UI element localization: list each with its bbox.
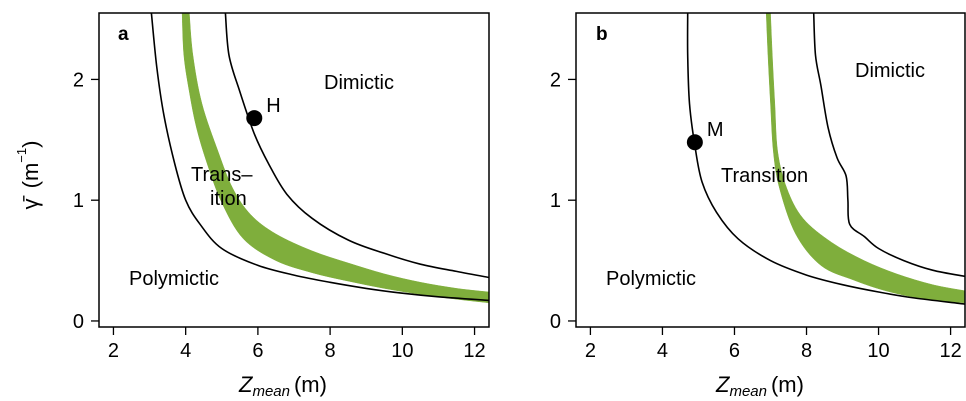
panel-b-x-axis: 2 4 6 8 10 12 bbox=[585, 327, 962, 362]
svg-text:γ̄ (m−1): γ̄ (m−1) bbox=[14, 141, 42, 210]
panel-a-y-tick-label: 0 bbox=[73, 311, 84, 333]
panel-a-x-axis: 2 4 6 8 10 12 bbox=[108, 327, 486, 362]
panel-b-points: M bbox=[686, 119, 724, 151]
panel-a-y-tick-label: 1 bbox=[73, 190, 84, 212]
svg-text:Zmean(m): Zmean (m) bbox=[238, 372, 327, 400]
panel-b-point-m bbox=[686, 134, 703, 151]
panel-a-x-tick-label: 12 bbox=[463, 340, 485, 362]
panel-a-x-tick-label: 4 bbox=[180, 340, 191, 362]
panel-b-x-tick-label: 10 bbox=[867, 340, 889, 362]
panel-b-model-band bbox=[765, 13, 965, 304]
panel-a-x-axis-title: Zmean (m) bbox=[238, 372, 327, 400]
panel-b-polymictic-boundary-line bbox=[686, 13, 965, 305]
panel-b-y-tick-label: 0 bbox=[550, 311, 561, 333]
panel-a-tag: a bbox=[118, 24, 129, 45]
panel-b-plot-area bbox=[686, 13, 965, 305]
panel-b-y-tick-label: 2 bbox=[550, 69, 561, 91]
panel-a-y-axis: 0 1 2 bbox=[73, 69, 99, 333]
panel-a-point-h bbox=[246, 110, 263, 127]
panel-b-region-dimictic: Dimictic bbox=[855, 60, 925, 82]
panel-a-point-label: H bbox=[266, 95, 280, 117]
panel-b-point-label: M bbox=[707, 119, 724, 141]
panel-a: 2 4 6 8 10 12 012 a Dimictic Trans– ition Pol… bbox=[73, 12, 490, 400]
panel-a-points: H bbox=[246, 95, 281, 127]
panel-b-x-tick-label: 2 bbox=[585, 340, 596, 362]
panel-a-y-tick-label: 2 bbox=[73, 69, 84, 91]
y-axis-title-unit-open: (m bbox=[18, 163, 43, 189]
panel-b-tag: b bbox=[596, 24, 608, 45]
y-axis-title-unit-close: ) bbox=[18, 141, 43, 148]
panel-a-x-tick-label: 8 bbox=[325, 340, 336, 362]
panel-b: 2 4 6 8 10 12 012 b Dimictic Transition Polym… bbox=[550, 12, 966, 400]
panel-b-x-tick-label: 6 bbox=[729, 340, 740, 362]
panel-b-x-tick-label: 8 bbox=[801, 340, 812, 362]
panel-b-x-tick-label: 4 bbox=[657, 340, 668, 362]
y-axis-title-symbol: γ̄ bbox=[18, 195, 43, 209]
panel-a-region-polymictic: Polymictic bbox=[129, 268, 219, 290]
panel-b-dimictic-boundary-line bbox=[812, 13, 965, 278]
panel-b-region-polymictic: Polymictic bbox=[606, 268, 696, 290]
svg-text:Zmean(m): Zmean (m) bbox=[715, 372, 804, 400]
panel-a-dimictic-boundary-line bbox=[224, 13, 489, 279]
panel-a-x-tick-label: 2 bbox=[108, 340, 119, 362]
panel-b-x-tick-label: 12 bbox=[939, 340, 961, 362]
panel-a-region-trans: Trans– bbox=[191, 164, 253, 186]
y-axis-title: γ̄ (m−1) bbox=[14, 141, 42, 210]
panel-b-y-axis: 0 1 2 bbox=[550, 69, 576, 333]
panel-a-frame bbox=[98, 12, 490, 328]
panel-a-region-ition: ition bbox=[210, 188, 247, 210]
panel-a-plot-area bbox=[150, 13, 489, 304]
panel-a-polymictic-boundary-line bbox=[150, 13, 489, 302]
panel-a-x-tick-label: 10 bbox=[391, 340, 413, 362]
panel-a-x-tick-label: 6 bbox=[252, 340, 263, 362]
panel-b-x-axis-title: Zmean (m) bbox=[715, 372, 804, 400]
panel-b-frame bbox=[575, 12, 966, 328]
panel-a-model-band bbox=[181, 13, 489, 304]
panel-b-y-tick-label: 1 bbox=[550, 190, 561, 212]
panel-a-region-dimictic: Dimictic bbox=[324, 72, 394, 94]
panel-b-region-transition: Transition bbox=[721, 165, 808, 187]
y-axis-title-unit-exp: −1 bbox=[14, 148, 29, 163]
